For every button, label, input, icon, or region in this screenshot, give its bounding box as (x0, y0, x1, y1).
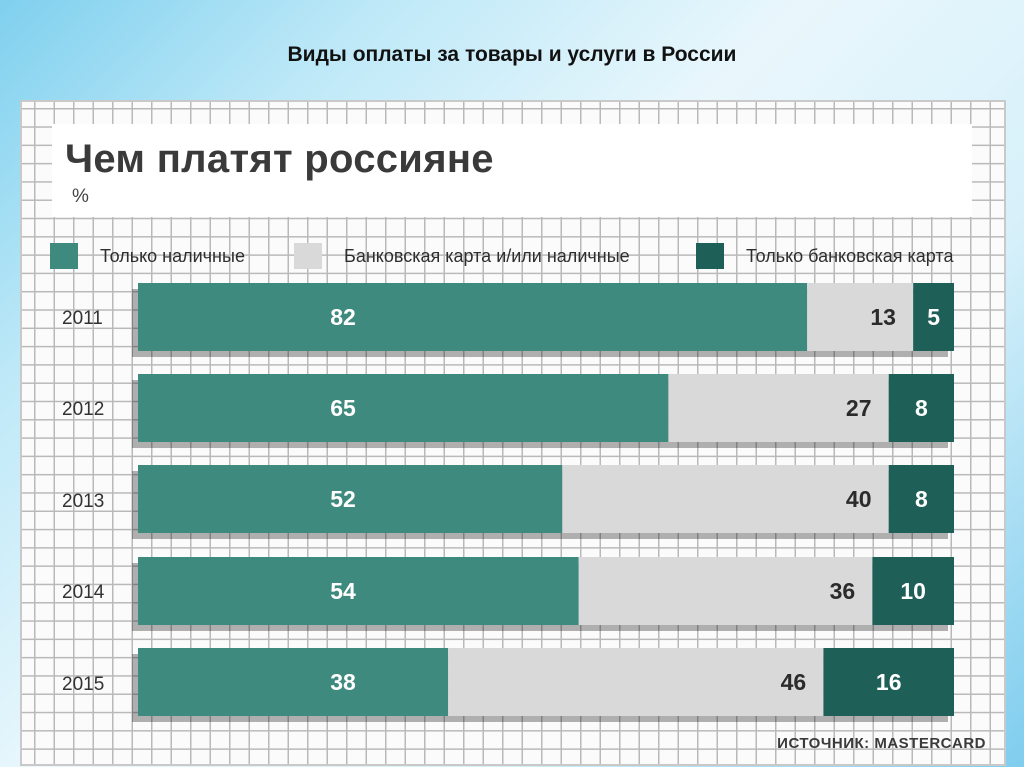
bar-mixed-2012 (668, 374, 889, 442)
bar-card-2015 (823, 648, 954, 716)
bar-label-cash-2015: 38 (330, 669, 356, 695)
bar-label-card-2014: 10 (900, 578, 926, 604)
bar-label-mixed-2014: 36 (830, 578, 856, 604)
bar-label-mixed-2012: 27 (846, 395, 872, 421)
bar-label-card-2015: 16 (876, 669, 902, 695)
bar-cash-2015 (138, 648, 449, 716)
bar-label-mixed-2013: 40 (846, 486, 872, 512)
bar-label-card-2012: 8 (915, 395, 928, 421)
unit-label: % (72, 186, 89, 207)
bar-card-2013 (888, 465, 954, 533)
bar-label-cash-2014: 54 (330, 578, 356, 604)
bar-mixed-2015 (448, 648, 824, 716)
bar-mixed-2014 (578, 557, 873, 625)
chart-panel: Чем платят россияне % Только наличные Ба… (20, 100, 1006, 766)
slide-title: Виды оплаты за товары и услуги в России (287, 43, 737, 66)
legend-item-cash: Только наличные (50, 240, 245, 274)
bar-mixed-2013 (562, 465, 889, 533)
source-label: ИСТОЧНИК: MASTERCARD (777, 735, 986, 752)
bar-card-2014 (872, 557, 954, 625)
legend-label-mixed: Банковская карта и/или наличные (344, 245, 630, 266)
year-label-2015: 2015 (62, 674, 105, 695)
bar-cash-2014 (138, 557, 579, 625)
bar-cash-2013 (138, 465, 563, 533)
bar-label-card-2011: 5 (927, 304, 940, 330)
year-label-2014: 2014 (62, 582, 105, 603)
bars-svg: 82 13 5 65 27 8 52 40 8 54 36 10 38 46 16 (132, 283, 954, 722)
legend-label-card: Только банковская карта (746, 245, 954, 266)
bar-label-card-2013: 8 (915, 486, 928, 512)
year-label-2012: 2012 (62, 399, 105, 420)
bar-card-2011 (913, 283, 954, 351)
legend-item-card: Только банковская карта (696, 240, 954, 274)
chart-title: Чем платят россияне (65, 137, 494, 181)
legend-item-mixed: Банковская карта и/или наличные (294, 240, 630, 274)
bar-card-2012 (888, 374, 954, 442)
year-label-2013: 2013 (62, 491, 105, 512)
bar-label-cash-2012: 65 (330, 395, 356, 421)
bar-mixed-2011 (807, 283, 914, 351)
bar-label-cash-2011: 82 (330, 304, 356, 330)
bar-label-cash-2013: 52 (330, 486, 356, 512)
bar-cash-2012 (138, 374, 669, 442)
legend-label-cash: Только наличные (100, 245, 245, 266)
year-label-2011: 2011 (62, 308, 103, 329)
bar-label-mixed-2015: 46 (781, 669, 807, 695)
bar-cash-2011 (138, 283, 808, 351)
chart-header-box (52, 124, 972, 217)
bar-label-mixed-2011: 13 (870, 304, 896, 330)
